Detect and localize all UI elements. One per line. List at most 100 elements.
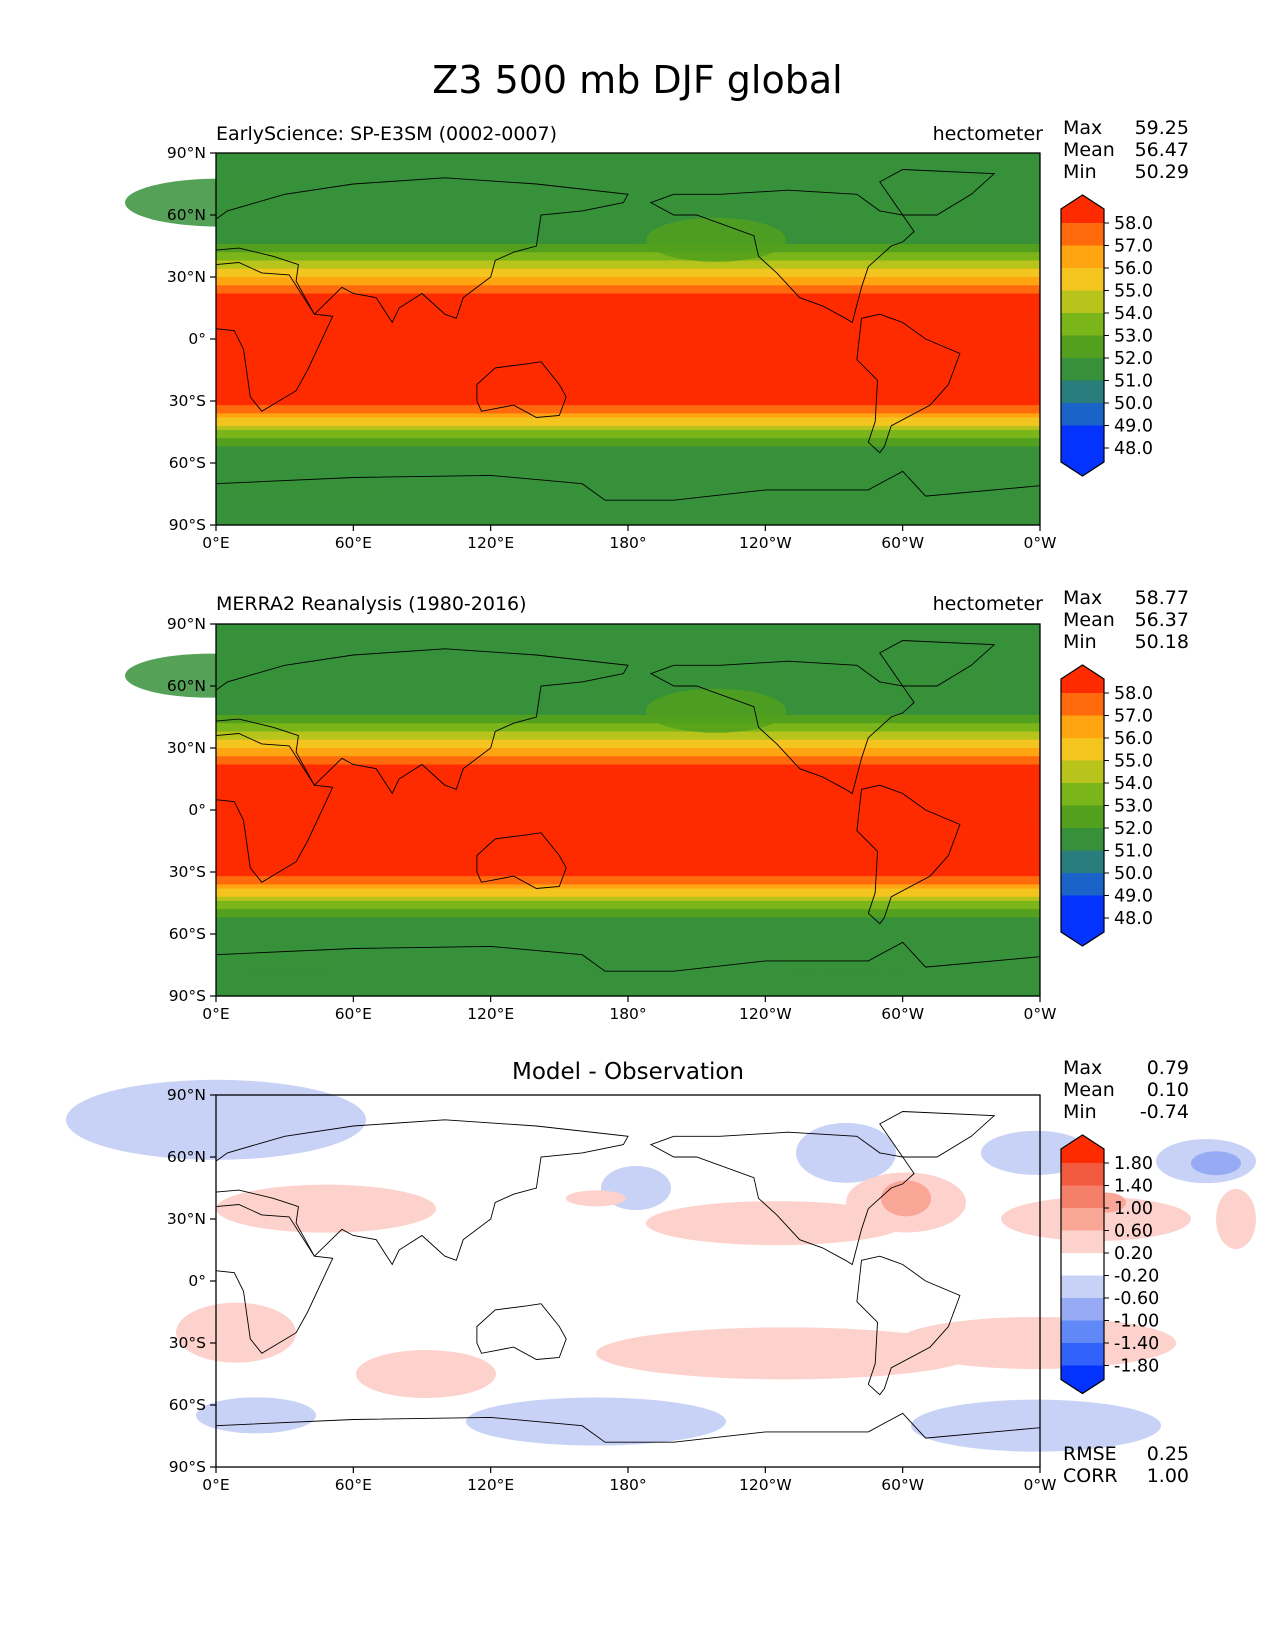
panel2-ytick-label: 90°S — [169, 987, 206, 1005]
panel1-band — [216, 334, 1040, 340]
panel2-band — [216, 756, 1040, 761]
panel1-stat-label-min: Min — [1063, 161, 1097, 183]
panel2-trough — [775, 944, 925, 973]
panel1-colorbar-label: 57.0 — [1114, 237, 1153, 257]
panel2-xtick-label: 60°W — [881, 1005, 924, 1023]
panel3-colorbar-label: 0.60 — [1114, 1222, 1153, 1242]
panel3-colorbar-segment — [1061, 1185, 1104, 1209]
panel1-stat-value-mean: 56.47 — [1134, 139, 1189, 161]
panel1-colorbar-segment — [1061, 223, 1104, 246]
panel1-ytick-label: 90°S — [169, 516, 206, 534]
panel1-band — [216, 343, 1040, 348]
panel2-colorbar-label: 50.0 — [1114, 864, 1153, 884]
panel1-ridge — [646, 217, 786, 262]
panel3-anomaly — [1191, 1151, 1241, 1176]
panel2-band — [216, 723, 1040, 728]
panel2-band — [216, 867, 1040, 873]
panel1-band — [216, 165, 1040, 171]
panel2-coastline — [215, 648, 629, 795]
panel2-band — [216, 640, 1040, 646]
panel1-band — [216, 264, 1040, 270]
panel2-band — [216, 843, 1040, 848]
panel3-stat-value-rmse: 0.25 — [1146, 1443, 1189, 1465]
panel2-band — [216, 781, 1040, 786]
panel2-band — [216, 855, 1040, 861]
panel1-band — [216, 392, 1040, 398]
panel2-band — [216, 628, 1040, 633]
panel2-band — [216, 793, 1040, 799]
panel3-anomaly — [566, 1190, 626, 1207]
panel2-ytick-label: 0° — [188, 801, 206, 819]
panel2-band — [216, 805, 1040, 811]
panel2-ytick-label: 30°S — [169, 863, 206, 881]
panel1-coastline — [215, 262, 334, 412]
panel3-stat-value-min: -0.74 — [1139, 1101, 1189, 1123]
panel2-stat-label-min: Min — [1063, 631, 1097, 653]
panel1-colorbar-label: 48.0 — [1114, 439, 1153, 459]
panel3-coastline — [476, 1303, 567, 1360]
panel2-colorbar-label: 55.0 — [1114, 752, 1153, 772]
panel2-band — [216, 913, 1040, 919]
panel2-band — [216, 983, 1040, 989]
panel2-colorbar-label: 49.0 — [1114, 887, 1153, 907]
panel2-coastline — [856, 784, 961, 925]
panel1-ytick-label: 30°S — [169, 392, 206, 410]
panel2-stat-value-mean: 56.37 — [1134, 609, 1189, 631]
panel2-band — [216, 748, 1040, 753]
panel1-colorbar-segment — [1061, 380, 1104, 404]
panel2-band — [216, 917, 1040, 923]
panel2-band — [216, 851, 1040, 857]
panel2-units: hectometer — [932, 593, 1043, 615]
panel2-band — [216, 967, 1040, 972]
panel1-band — [216, 177, 1040, 183]
panel2-band — [216, 938, 1040, 943]
panel3-colorbar-segment — [1061, 1298, 1104, 1321]
panel2-band — [216, 892, 1040, 898]
panel1-band — [216, 512, 1040, 518]
panel1-band — [216, 450, 1040, 456]
panel2-band — [216, 987, 1040, 993]
panel3-colorbar-segment — [1061, 1208, 1104, 1231]
panel3-stat-value-mean: 0.10 — [1146, 1079, 1189, 1101]
panel2-band — [216, 776, 1040, 782]
panel1-band — [216, 463, 1040, 468]
panel2-band — [216, 826, 1040, 832]
panel2-band — [216, 950, 1040, 956]
panel2-band — [216, 929, 1040, 935]
panel2-band — [216, 764, 1040, 770]
panel1-band — [216, 359, 1040, 365]
panel1-band — [216, 260, 1040, 266]
panel1-stat-value-min: 50.29 — [1134, 161, 1189, 183]
panel3-stat-label-max: Max — [1063, 1057, 1103, 1079]
panel3-ytick-label: 90°N — [167, 1086, 206, 1104]
panel2-xtick-label: 120°W — [739, 1005, 792, 1023]
panel1-band — [216, 161, 1040, 166]
panel1-band — [216, 417, 1040, 423]
panel1-colorbar-outline — [1060, 194, 1105, 477]
panel2-band — [216, 859, 1040, 865]
panel1-band — [216, 252, 1040, 257]
panel1-ytick-label: 60°S — [169, 454, 206, 472]
panel1-stat-label-max: Max — [1063, 117, 1103, 139]
panel2-colorbar-label: 57.0 — [1114, 707, 1153, 727]
panel2-band — [216, 884, 1040, 890]
panel1-band — [216, 157, 1040, 162]
panel3-colorbar-segment — [1061, 1320, 1104, 1344]
panel2-band — [216, 735, 1040, 741]
panel3-colorbar-label: -0.60 — [1114, 1289, 1159, 1309]
panel1-band — [216, 504, 1040, 510]
panel1-colorbar: 58.0 57.056.0 55.054.0 53.052.0 51.050.0 49.0… — [1060, 194, 1153, 477]
panel2-band — [216, 706, 1040, 712]
panel3-coastline — [215, 1204, 334, 1354]
panel1-band — [216, 384, 1040, 390]
panel2-band — [216, 909, 1040, 914]
panel1-band — [216, 442, 1040, 448]
panel2-xtick-label: 0°E — [202, 1005, 229, 1023]
panel3-ytick-label: 60°S — [169, 1396, 206, 1414]
panel2-band — [216, 880, 1040, 885]
panel1-band — [216, 153, 1040, 158]
panel3-ytick-label: 30°S — [169, 1334, 206, 1352]
panel2-stat-value-min: 50.18 — [1134, 631, 1189, 653]
panel2-band — [216, 971, 1040, 976]
panel2-band — [216, 731, 1040, 737]
